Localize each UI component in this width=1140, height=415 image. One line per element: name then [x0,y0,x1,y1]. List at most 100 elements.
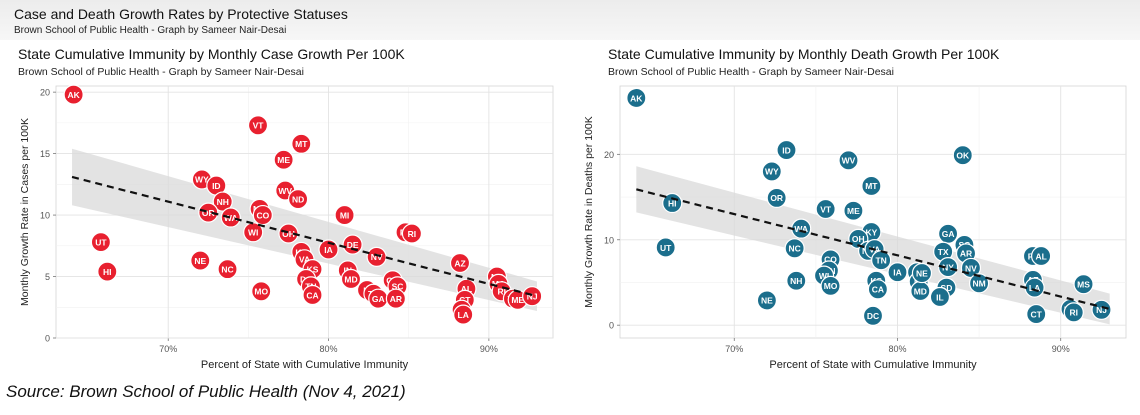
state-point-label: MT [865,181,878,191]
state-point-label: OH [852,234,865,244]
state-point-label: UT [660,243,672,253]
state-point [198,202,219,223]
state-point [385,288,406,309]
state-point [273,149,294,170]
state-point [449,252,471,274]
chart-title: State Cumulative Immunity by Monthly Dea… [608,46,1000,62]
state-point-label: NH [790,276,802,286]
state-point [862,305,884,326]
state-point [937,256,959,278]
state-point-label: ID [782,145,791,155]
state-point-label: WI [819,271,829,281]
state-point [212,191,233,212]
state-point-label: TX [938,247,949,257]
state-point-label: CT [459,295,471,305]
state-point-label: AK [67,90,80,100]
state-point [662,192,683,214]
state-point-label: DE [347,240,359,250]
state-point [1063,302,1084,323]
y-axis-title: Monthly Growth Rate in Deaths per 100K [583,116,595,307]
state-point [217,259,238,280]
chart-title: State Cumulative Immunity by Monthly Cas… [18,46,405,62]
trend-line [71,175,538,298]
state-point-label: AZ [454,258,465,268]
state-point-label: MI [340,210,349,220]
state-point-label: OH [282,229,295,239]
state-point-label: NY [942,262,954,272]
header-band: Case and Death Growth Rates by Protectiv… [0,0,1140,40]
state-point-label: DC [867,311,879,321]
state-point [220,207,241,228]
state-point-label: MT [295,139,308,149]
state-point-label: MD [914,286,927,296]
state-point-label: NE [194,256,206,266]
state-point-label: CA [872,285,884,295]
state-point-label: RI [497,287,506,297]
state-point-label: NV [371,252,383,262]
state-point-label: WI [248,228,258,238]
source-caption: Source: Brown School of Public Health (N… [6,382,406,401]
state-point [929,286,951,308]
state-point-label: NV [965,263,977,273]
death-growth-chart: State Cumulative Immunity by Monthly Dea… [576,42,1132,375]
state-point [867,279,888,300]
state-point-label: WV [842,156,856,166]
state-point-label: ID [212,181,221,191]
state-point-label: GA [372,294,385,304]
state-point-label: VA [299,255,310,265]
case-growth-chart: State Cumulative Immunity by Monthly Cas… [8,42,560,375]
page-subtitle: Brown School of Public Health - Graph by… [14,25,287,36]
y-tick-label: 0 [45,334,50,344]
state-point-label: HI [668,198,677,208]
x-axis-title: Percent of State with Cumulative Immunit… [769,359,977,371]
state-point-label: WA [224,213,238,223]
state-point-label: CA [306,290,318,300]
y-tick-label: 20 [604,150,614,160]
case-growth-chart-svg: State Cumulative Immunity by Monthly Cas… [18,46,554,371]
state-point [1031,245,1052,267]
state-point-label: MS [1077,279,1090,289]
y-tick-label: 5 [45,272,50,282]
state-point-label: OR [770,193,783,203]
state-point-label: MD [344,274,357,284]
state-point-label: NH [217,197,229,207]
state-point [291,133,312,154]
state-point [401,223,423,244]
state-point [340,268,362,290]
state-point [756,290,778,311]
state-point-label: NJ [527,292,538,302]
state-point-label: AL [461,284,472,294]
state-point [287,188,309,210]
x-tick-label: 70% [725,344,743,354]
state-point [97,261,118,282]
state-point-label: NJ [1096,305,1107,315]
state-point-label: SC [392,282,404,292]
state-point-label: ND [292,194,304,204]
state-point [766,187,787,209]
state-point-label: WY [195,175,209,185]
x-tick-label: 80% [320,344,338,354]
state-point [655,237,676,258]
state-point [761,161,782,182]
x-tick-label: 90% [1052,344,1070,354]
state-point [786,270,807,291]
state-point [252,204,273,226]
chart-subtitle: Brown School of Public Health - Graph by… [608,66,894,78]
state-point-label: AK [630,93,643,103]
state-point [861,175,882,197]
confidence-band [72,148,537,311]
state-point-label: LA [458,310,469,320]
x-tick-label: 90% [480,344,498,354]
state-point [522,286,543,307]
state-point [626,87,647,109]
page-title: Case and Death Growth Rates by Protectiv… [14,6,348,22]
state-point-label: WA [794,224,808,234]
state-point-label: KY [865,227,877,237]
state-point-label: MO [824,281,838,291]
chart-subtitle: Brown School of Public Health - Graph by… [18,66,304,78]
state-point-label: CT [1031,309,1043,319]
death-growth-chart-svg: State Cumulative Immunity by Monthly Dea… [583,46,1127,371]
y-tick-label: 10 [604,235,614,245]
state-point [1026,303,1047,325]
state-point-label: AR [960,249,972,259]
